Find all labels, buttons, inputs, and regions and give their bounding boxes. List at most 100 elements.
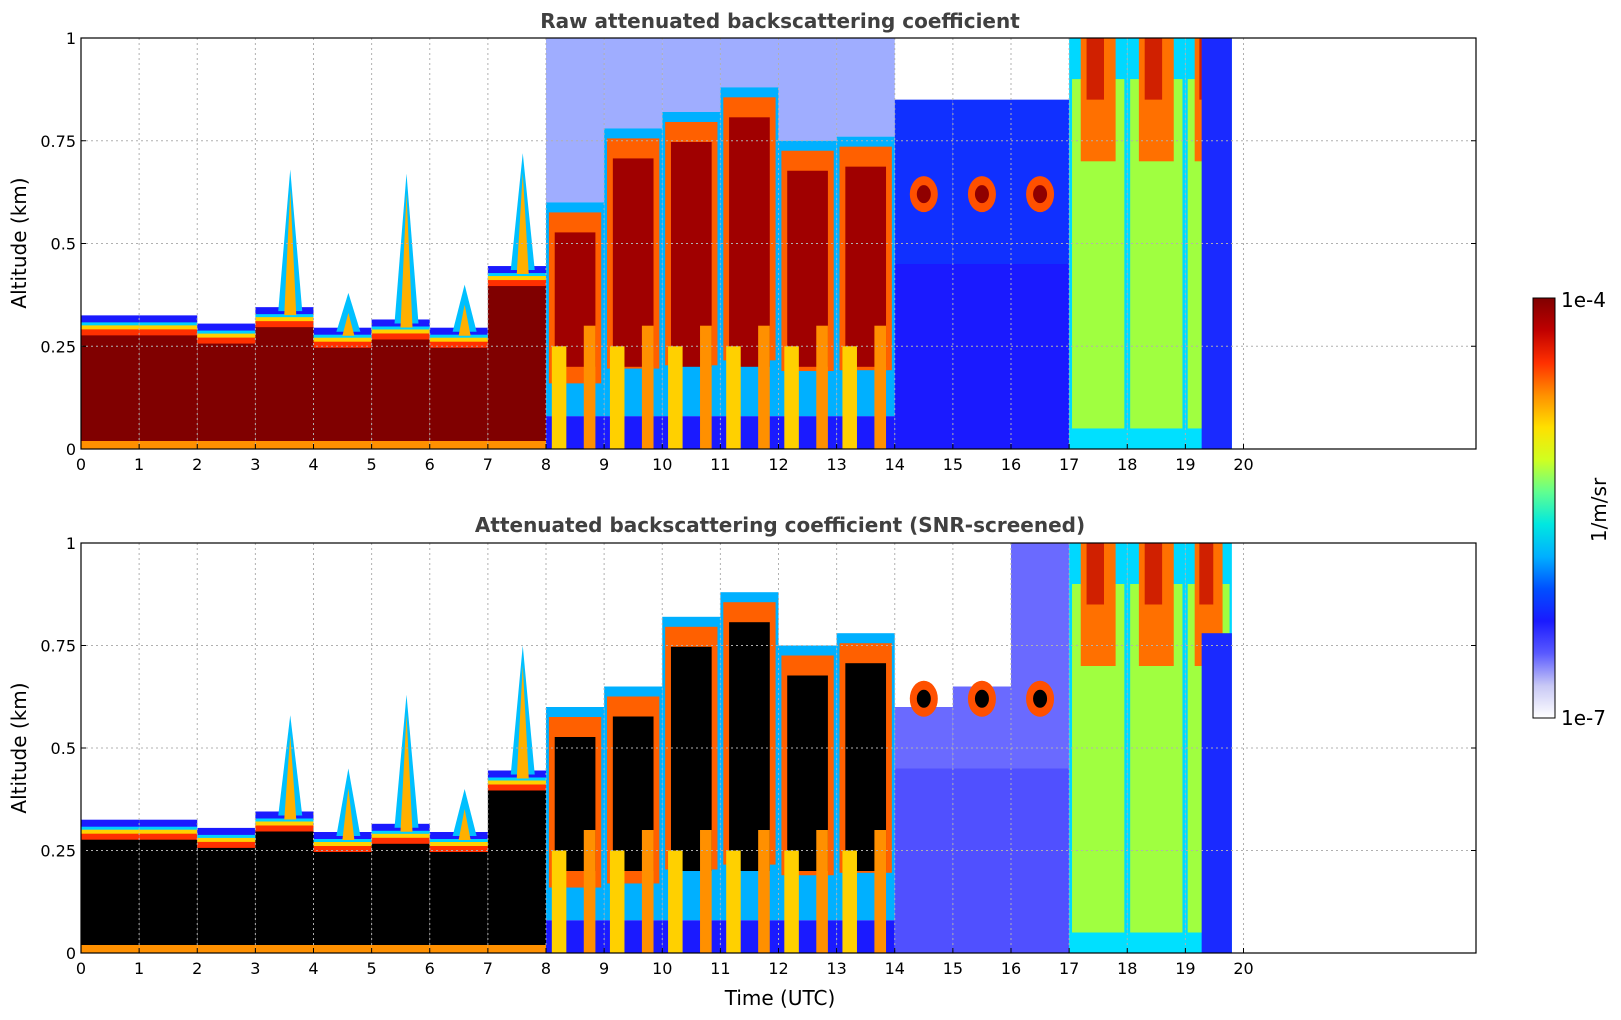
- backscatter-segment: [546, 38, 605, 449]
- backscatter-segment: [429, 789, 488, 953]
- y-tick-label: 0: [66, 944, 76, 963]
- x-tick-label: 11: [710, 959, 730, 978]
- backscatter-segment: [487, 645, 546, 953]
- backscatter-segment: [662, 616, 721, 953]
- backscatter-segment: [371, 173, 430, 449]
- raw-panel: Raw attenuated backscattering coefficien…: [7, 9, 1477, 474]
- backscatter-segment: [1069, 543, 1128, 953]
- backscatter-segment: [81, 819, 140, 953]
- backscatter-segment: [952, 99, 1011, 450]
- snr-heatmap-area: [81, 543, 1232, 953]
- raw-panel-title: Raw attenuated backscattering coefficien…: [540, 9, 1020, 33]
- backscatter-segment: [952, 680, 1011, 953]
- x-tick-label: 4: [308, 959, 318, 978]
- x-tick-label: 1: [134, 455, 144, 474]
- y-tick-label: 0.25: [40, 337, 76, 356]
- x-tick-label: 16: [1001, 959, 1021, 978]
- backscatter-segment: [836, 38, 895, 449]
- backscatter-segment: [1011, 543, 1070, 953]
- snr-panel-title: Attenuated backscattering coefficient (S…: [475, 513, 1085, 537]
- backscatter-segment: [371, 694, 430, 953]
- x-tick-label: 12: [768, 455, 788, 474]
- x-tick-label: 13: [826, 455, 846, 474]
- y-tick-label: 0.5: [51, 235, 76, 254]
- backscatter-segment: [836, 633, 895, 953]
- x-tick-label: 9: [599, 959, 609, 978]
- colorbar-unit-label: 1/m/sr: [1587, 477, 1611, 542]
- x-tick-label: 8: [541, 455, 551, 474]
- x-tick-label: 14: [885, 455, 905, 474]
- x-tick-label: 5: [367, 959, 377, 978]
- backscatter-segment: [720, 38, 779, 449]
- colorbar-min-label: 1e-7: [1561, 706, 1606, 730]
- x-tick-label: 5: [367, 455, 377, 474]
- colorbar-max-label: 1e-4: [1561, 288, 1606, 312]
- raw-axis-ticks: 0 1 2 3 4 5 6 7 8 9 10 11 12 13 14 15 16 17 18 19 2000.250.5…: [40, 29, 1476, 474]
- backscatter-segment: [429, 284, 488, 449]
- backscatter-segment: [1011, 99, 1070, 450]
- x-tick-label: 19: [1175, 455, 1195, 474]
- x-tick-label: 16: [1001, 455, 1021, 474]
- x-tick-label: 15: [943, 455, 963, 474]
- time-axis-label: Time (UTC): [724, 986, 836, 1010]
- y-tick-label: 0.5: [51, 739, 76, 758]
- snr-axis-ticks: 0 1 2 3 4 5 6 7 8 9 10 11 12 13 14 15 16 17 18 19 2000.250.5…: [40, 534, 1476, 978]
- x-tick-label: 19: [1175, 959, 1195, 978]
- x-tick-label: 20: [1233, 959, 1253, 978]
- x-tick-label: 18: [1117, 959, 1137, 978]
- raw-heatmap-area: [81, 38, 1232, 450]
- x-tick-label: 0: [76, 959, 86, 978]
- backscatter-segment: [604, 686, 663, 953]
- snr-panel-ylabel: Altitude (km): [7, 682, 31, 813]
- x-tick-label: 3: [250, 455, 260, 474]
- backscatter-segment: [197, 323, 256, 449]
- x-tick-label: 6: [425, 959, 435, 978]
- snr-panel: Attenuated backscattering coefficient (S…: [7, 513, 1477, 1010]
- raw-gridlines: [81, 38, 1476, 449]
- colorbar-gradient: [1532, 297, 1556, 719]
- y-tick-label: 0.25: [40, 842, 76, 861]
- backscatter-segment: [313, 768, 372, 953]
- backscatter-segment: [139, 315, 198, 449]
- x-tick-label: 12: [768, 959, 788, 978]
- x-tick-label: 13: [826, 959, 846, 978]
- y-tick-label: 1: [66, 29, 76, 48]
- y-tick-label: 0.75: [40, 637, 76, 656]
- x-tick-label: 17: [1059, 959, 1079, 978]
- backscatter-segment: [255, 715, 314, 953]
- backscatter-segment: [894, 680, 953, 953]
- backscatter-segment: [1185, 543, 1232, 953]
- x-tick-label: 2: [192, 455, 202, 474]
- raw-panel-ylabel: Altitude (km): [7, 177, 31, 308]
- x-tick-label: 11: [710, 455, 730, 474]
- x-tick-label: 4: [308, 455, 318, 474]
- backscatter-segment: [604, 38, 663, 449]
- colorbar: 1e-4 1e-7 1/m/sr: [1532, 288, 1611, 730]
- backscatter-segment: [255, 169, 314, 449]
- y-tick-label: 0: [66, 440, 76, 459]
- backscatter-segment: [894, 99, 953, 450]
- x-tick-label: 8: [541, 959, 551, 978]
- backscatter-segment: [546, 707, 605, 953]
- x-tick-label: 15: [943, 959, 963, 978]
- backscatter-segment: [778, 645, 837, 953]
- x-tick-label: 0: [76, 455, 86, 474]
- x-tick-label: 7: [483, 455, 493, 474]
- snr-gridlines: [81, 543, 1476, 953]
- x-tick-label: 17: [1059, 455, 1079, 474]
- x-tick-label: 7: [483, 959, 493, 978]
- x-tick-label: 18: [1117, 455, 1137, 474]
- y-tick-label: 1: [66, 534, 76, 553]
- x-tick-label: 10: [652, 455, 672, 474]
- y-tick-label: 0.75: [40, 132, 76, 151]
- x-tick-label: 2: [192, 959, 202, 978]
- backscatter-segment: [139, 819, 198, 953]
- backscatter-segment: [81, 315, 140, 449]
- backscatter-segment: [197, 827, 256, 953]
- x-tick-label: 20: [1233, 455, 1253, 474]
- backscatter-segment: [720, 592, 779, 953]
- x-tick-label: 6: [425, 455, 435, 474]
- x-tick-label: 9: [599, 455, 609, 474]
- backscatter-segment: [778, 38, 837, 449]
